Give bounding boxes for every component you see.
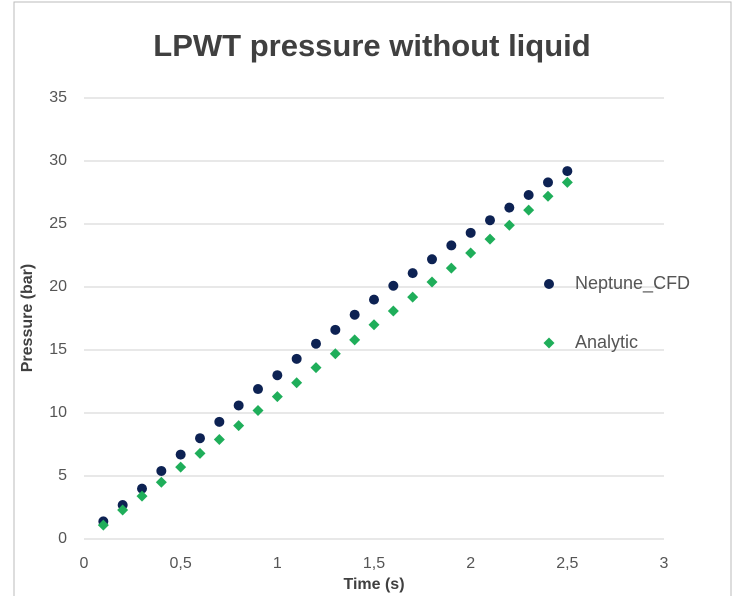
- x-tick-label: 1,5: [363, 555, 385, 572]
- point: [175, 449, 186, 460]
- point: [543, 337, 555, 349]
- point: [310, 362, 322, 374]
- point: [368, 319, 380, 331]
- point: [136, 490, 148, 502]
- point: [155, 476, 167, 488]
- x-tick-label: 0: [80, 555, 89, 572]
- point: [137, 483, 147, 494]
- point: [465, 227, 476, 238]
- point: [272, 370, 283, 381]
- point: [427, 254, 437, 265]
- point: [465, 247, 477, 259]
- chart-title: LPWT pressure without liquid: [153, 28, 590, 63]
- point: [561, 176, 573, 188]
- point: [271, 391, 283, 403]
- point: [252, 404, 264, 416]
- point: [407, 268, 418, 279]
- point: [426, 276, 438, 288]
- point: [329, 348, 341, 360]
- y-tick-label: 0: [58, 530, 67, 547]
- point: [542, 190, 554, 202]
- x-tick-label: 1: [273, 555, 282, 572]
- y-tick-label: 5: [58, 467, 67, 484]
- point: [175, 461, 187, 473]
- point: [562, 166, 573, 177]
- point: [523, 204, 535, 216]
- y-tick-label: 15: [49, 341, 67, 358]
- point: [117, 504, 129, 516]
- x-tick-label: 0,5: [170, 555, 192, 572]
- point: [156, 465, 167, 476]
- x-tick-label: 3: [660, 555, 669, 572]
- point: [291, 377, 303, 389]
- point: [369, 294, 379, 305]
- point: [214, 416, 225, 427]
- chart-frame: [13, 1, 732, 596]
- x-tick-label: 2,5: [556, 555, 578, 572]
- point: [485, 215, 495, 226]
- point: [97, 519, 109, 531]
- point: [330, 324, 341, 335]
- point: [503, 219, 515, 231]
- point: [544, 279, 554, 289]
- point: [387, 305, 399, 317]
- x-axis-title: Time (s): [343, 576, 404, 593]
- point: [291, 353, 302, 364]
- y-tick-label: 35: [49, 89, 67, 106]
- point: [195, 433, 205, 444]
- y-tick-label: 30: [49, 152, 67, 169]
- y-tick-label: 20: [49, 278, 67, 295]
- point: [543, 177, 553, 188]
- point: [523, 190, 534, 201]
- x-tick-label: 2: [466, 555, 475, 572]
- point: [388, 280, 399, 291]
- point: [233, 420, 245, 432]
- point: [446, 240, 457, 251]
- y-tick-label: 25: [49, 215, 67, 232]
- point: [213, 433, 225, 445]
- y-axis-title: Pressure (bar): [19, 264, 36, 373]
- point: [504, 202, 515, 213]
- point: [253, 384, 263, 395]
- point: [311, 338, 321, 349]
- point: [349, 334, 361, 346]
- y-tick-label: 10: [49, 404, 67, 421]
- point: [484, 233, 496, 245]
- point: [194, 447, 206, 459]
- point: [349, 309, 360, 320]
- point: [407, 291, 419, 303]
- point: [233, 400, 244, 411]
- legend-label: Analytic: [575, 332, 638, 352]
- legend-label: Neptune_CFD: [575, 273, 690, 294]
- point: [445, 262, 457, 274]
